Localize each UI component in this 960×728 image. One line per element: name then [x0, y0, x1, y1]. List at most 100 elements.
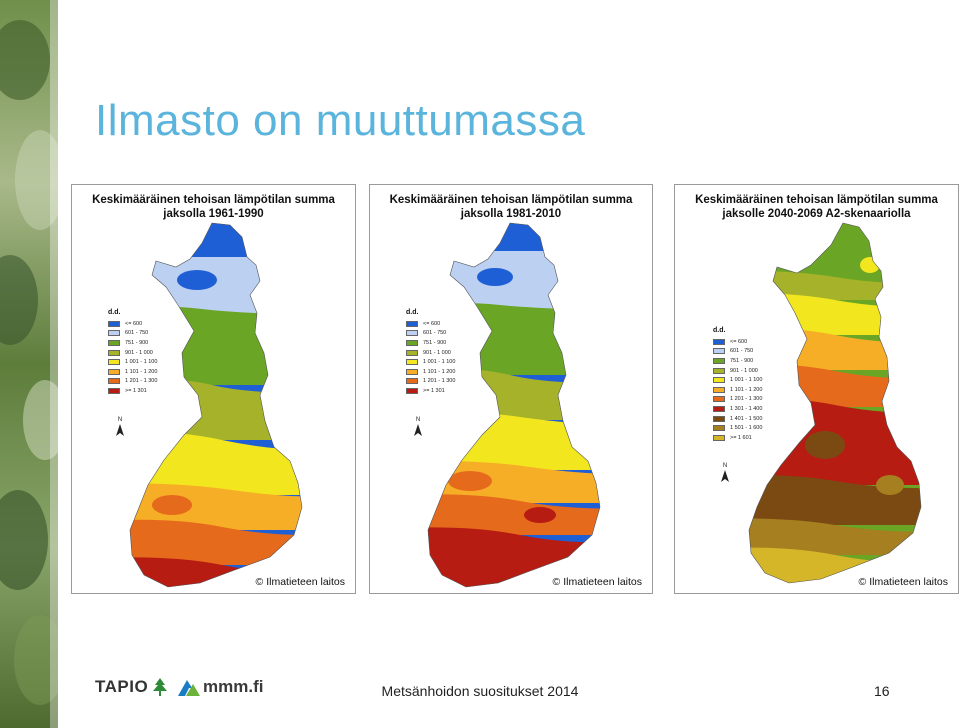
legend-item: 1 401 - 1 500	[713, 414, 762, 424]
legend-swatch	[406, 359, 418, 366]
legend-item: 1 301 - 1 400	[713, 404, 762, 414]
legend-item: 751 - 900	[713, 356, 762, 366]
legend-item: 901 - 1 000	[108, 348, 157, 358]
legend-label: 1 101 - 1 200	[125, 368, 158, 375]
legend-label: >= 1 601	[730, 434, 752, 441]
legend-label: 1 001 - 1 100	[730, 377, 763, 384]
legend-label: 1 201 - 1 300	[423, 378, 456, 385]
map-panel-2040-2069: Keskimääräinen tehoisan lämpötilan summa…	[674, 184, 959, 594]
legend-item: 1 201 - 1 300	[108, 377, 157, 387]
map-panel-1961-1990: Keskimääräinen tehoisan lämpötilan summa…	[71, 184, 356, 594]
legend-item: 1 101 - 1 200	[108, 367, 157, 377]
mmm-logo-text: mmm.fi	[203, 677, 264, 696]
legend-item: 901 - 1 000	[406, 348, 455, 358]
page-number: 16	[874, 683, 890, 699]
legend-item: 1 201 - 1 300	[713, 395, 762, 405]
legend-label: 1 501 - 1 600	[730, 425, 763, 432]
legend-swatch	[406, 349, 418, 356]
legend-label: 901 - 1 000	[730, 367, 758, 374]
north-arrow-icon: N	[414, 417, 422, 439]
legend-swatch	[108, 330, 120, 337]
legend-label: 751 - 900	[730, 357, 754, 364]
map-title-line2: jaksolle 2040-2069 A2-skenaariolla	[722, 208, 911, 220]
legend-swatch	[713, 415, 725, 422]
legend-item: <= 600	[406, 319, 455, 329]
legend-label: 1 101 - 1 200	[423, 368, 456, 375]
legend-item: 1 101 - 1 200	[713, 385, 762, 395]
copyright-credit: © Ilmatieteen laitos	[858, 576, 948, 588]
legend-title: d.d.	[713, 327, 726, 334]
footer-text: Metsänhoidon suositukset 2014	[381, 683, 579, 699]
map-title-line1: Keskimääräinen tehoisan lämpötilan summa	[92, 194, 335, 206]
north-arrow-icon: N	[116, 417, 124, 439]
legend-swatch	[108, 359, 120, 366]
legend-swatch	[108, 339, 120, 346]
tapio-logo: TAPIO	[95, 677, 168, 697]
legend-swatch	[108, 320, 120, 327]
legend-item: 751 - 900	[108, 338, 157, 348]
legend-swatch	[406, 339, 418, 346]
tapio-logo-text: TAPIO	[95, 677, 149, 696]
copyright-credit: © Ilmatieteen laitos	[255, 576, 345, 588]
legend-swatch	[406, 320, 418, 327]
finland-map	[427, 222, 601, 588]
map-title: Keskimääräinen tehoisan lämpötilan summa…	[370, 193, 652, 221]
legend-swatch	[108, 378, 120, 385]
finland-map	[748, 222, 922, 584]
legend-label: <= 600	[423, 320, 441, 327]
legend-item: 901 - 1 000	[713, 366, 762, 376]
legend-title: d.d.	[108, 309, 121, 316]
legend-item: 1 001 - 1 100	[108, 357, 157, 367]
legend-item: 601 - 750	[108, 329, 157, 339]
legend-label: 601 - 750	[125, 330, 149, 337]
legend-label: 1 201 - 1 300	[730, 396, 763, 403]
mmm-logo: mmm.fi	[178, 677, 263, 697]
legend-label: 1 401 - 1 500	[730, 415, 763, 422]
legend-swatch	[406, 330, 418, 337]
legend-item: <= 600	[713, 337, 762, 347]
legend-label: 751 - 900	[125, 339, 149, 346]
legend-item: 1 001 - 1 100	[406, 357, 455, 367]
legend-label: 1 201 - 1 300	[125, 378, 158, 385]
legend-title: d.d.	[406, 309, 419, 316]
mmm-mark-icon	[178, 680, 200, 696]
finland-map	[129, 222, 303, 588]
legend-swatch	[713, 434, 725, 441]
legend-item: 1 101 - 1 200	[406, 367, 455, 377]
legend-label: <= 600	[125, 320, 143, 327]
north-label: N	[117, 417, 123, 423]
forest-photo-strip	[0, 0, 58, 728]
map-title-line1: Keskimääräinen tehoisan lämpötilan summa	[695, 194, 938, 206]
legend-swatch	[406, 368, 418, 375]
legend-label: 601 - 750	[423, 330, 447, 337]
legend-swatch	[713, 405, 725, 412]
north-label: N	[722, 463, 728, 469]
map-title-line2: jaksolla 1961-1990	[163, 208, 264, 220]
legend-swatch	[713, 367, 725, 374]
legend-item: 1 501 - 1 600	[713, 423, 762, 433]
legend-item: >= 1 301	[108, 386, 157, 396]
map-title: Keskimääräinen tehoisan lämpötilan summa…	[675, 193, 958, 221]
legend-label: 901 - 1 000	[423, 349, 451, 356]
legend-item: 1 201 - 1 300	[406, 377, 455, 387]
map-title: Keskimääräinen tehoisan lämpötilan summa…	[72, 193, 355, 221]
map-panel-1981-2010: Keskimääräinen tehoisan lämpötilan summa…	[369, 184, 653, 594]
legend-swatch	[713, 386, 725, 393]
legend-label: >= 1 301	[423, 387, 445, 394]
legend-label: >= 1 301	[125, 387, 147, 394]
legend-item: 601 - 750	[713, 347, 762, 357]
legend-label: 1 001 - 1 100	[125, 359, 158, 366]
legend-swatch	[713, 396, 725, 403]
legend-item: 1 001 - 1 100	[713, 375, 762, 385]
copyright-credit: © Ilmatieteen laitos	[552, 576, 642, 588]
legend-item: <= 600	[108, 319, 157, 329]
legend-item: 601 - 750	[406, 329, 455, 339]
legend-label: 751 - 900	[423, 339, 447, 346]
legend-swatch	[108, 368, 120, 375]
legend-swatch	[713, 357, 725, 364]
legend-swatch	[108, 349, 120, 356]
legend: d.d. <= 600 601 - 750 751 - 900 901 - 1 …	[713, 327, 762, 443]
north-arrow-icon: N	[721, 463, 729, 485]
map-title-line1: Keskimääräinen tehoisan lämpötilan summa	[389, 194, 633, 206]
legend-swatch	[406, 378, 418, 385]
